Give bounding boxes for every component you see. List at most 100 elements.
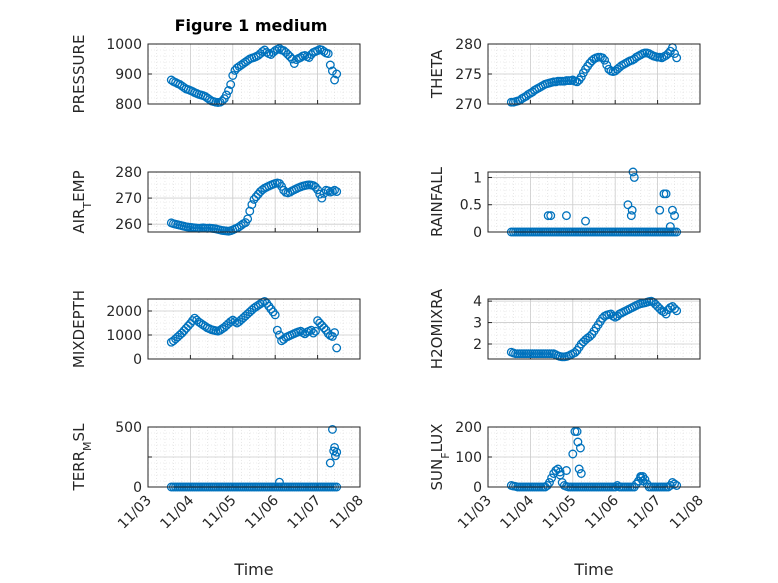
data-point	[600, 55, 610, 65]
subplot-air-temp: 260 270 280 AIRTEMP	[70, 165, 361, 236]
y-tick-label: 280	[115, 165, 142, 181]
data-point	[332, 69, 342, 79]
axes-frame	[147, 298, 361, 360]
subplot-sun-flux: 0 100 200 11/03 11/04 11/05 11/06 11/07 11/08 SUN…	[428, 420, 707, 579]
y-tick-label: 280	[455, 37, 482, 53]
axes-frame	[147, 426, 361, 488]
y-tick-label: 260	[115, 217, 142, 233]
y-tick-label: 800	[115, 97, 142, 113]
data-point	[226, 80, 236, 89]
y-axis-label: AIRTEMP	[70, 170, 94, 233]
x-tick-label: 11/05	[540, 493, 580, 533]
y-axis-label: PRESSURE	[70, 35, 88, 114]
data-point	[670, 49, 680, 59]
subplot-theta: 270 275 280 THETA	[428, 37, 701, 113]
y-tick-label: 500	[115, 420, 142, 436]
data-point	[230, 317, 240, 327]
y-tick-label: 3	[473, 316, 482, 332]
y-axis-label: RAINFALL	[428, 166, 446, 237]
y-axis-label: THETA	[428, 49, 446, 99]
data-point	[626, 211, 636, 221]
data-point	[602, 60, 612, 70]
data-point	[576, 72, 586, 82]
data-point	[661, 189, 671, 199]
y-tick-label: 1	[473, 170, 482, 186]
data-point	[636, 472, 646, 481]
y-tick-label: 0	[133, 352, 142, 368]
y-tick-label: 900	[115, 67, 142, 83]
data-point	[546, 211, 556, 221]
figure-title: Figure 1 medium	[175, 16, 328, 35]
data-point	[661, 309, 671, 319]
axes-frame	[147, 43, 361, 105]
data-point	[555, 467, 565, 477]
y-tick-label: 200	[455, 420, 482, 436]
data-point	[574, 464, 584, 474]
data-point	[667, 205, 677, 215]
data-point	[287, 54, 297, 64]
data-point	[672, 53, 682, 63]
data-point	[311, 182, 320, 192]
data-point	[323, 49, 333, 59]
data-point	[576, 469, 586, 478]
data-point	[330, 442, 340, 452]
data-point	[545, 478, 554, 487]
data-point	[665, 222, 675, 231]
y-tick-label: 0.5	[460, 198, 482, 214]
data-point	[243, 214, 253, 224]
data-point	[332, 343, 342, 353]
data-point	[575, 443, 585, 453]
data-point	[247, 200, 257, 210]
x-tick-label: 11/06	[582, 492, 622, 532]
y-axis-label: SUNFLUX	[428, 424, 452, 491]
data-point	[274, 477, 284, 487]
data-point	[570, 348, 580, 358]
data-point	[255, 299, 265, 309]
data-point	[332, 447, 342, 457]
data-point	[323, 186, 333, 196]
data-point	[332, 187, 342, 197]
y-tick-label: 2	[473, 337, 482, 353]
x-tick-label: 11/07	[625, 493, 665, 533]
axes-frame	[147, 171, 361, 233]
x-axis-label: Time	[233, 560, 273, 579]
y-tick-label: 0	[473, 225, 482, 241]
x-tick-label: 11/08	[327, 493, 367, 533]
data-point	[659, 307, 669, 317]
data-point	[623, 200, 633, 210]
y-tick-label: 100	[455, 450, 482, 466]
y-tick-label: 2000	[106, 304, 142, 320]
data-point	[188, 316, 197, 326]
data-point	[217, 96, 227, 106]
y-axis-label: TERRMSL	[70, 423, 94, 492]
data-point	[221, 90, 231, 100]
y-tick-label: 275	[455, 67, 482, 83]
axes-frame	[487, 298, 701, 360]
data-point	[627, 205, 637, 215]
x-tick-label: 11/04	[157, 492, 197, 532]
subplot-mixdepth: 0 1000 2000 MIXDEPTH	[70, 290, 361, 368]
data-point	[308, 328, 318, 338]
data-point	[561, 211, 571, 221]
data-point	[655, 205, 665, 215]
subplot-rainfall: 0 0.5 1 RAINFALL	[428, 166, 701, 241]
x-tick-label: 11/04	[497, 492, 537, 532]
data-point	[274, 44, 284, 53]
data-point	[604, 64, 614, 74]
data-point	[543, 211, 553, 221]
axes-frame	[487, 43, 701, 105]
data-point	[598, 53, 607, 63]
data-point	[249, 194, 259, 204]
y-tick-label: 4	[473, 294, 482, 310]
data-point	[547, 473, 557, 483]
data-point	[612, 481, 622, 490]
data-point	[319, 323, 329, 333]
data-point	[330, 328, 340, 338]
data-point	[325, 458, 335, 468]
data-point	[272, 325, 282, 335]
data-point	[296, 53, 306, 62]
data-point	[670, 304, 680, 314]
data-point	[258, 47, 267, 56]
y-tick-label: 0	[473, 480, 482, 496]
